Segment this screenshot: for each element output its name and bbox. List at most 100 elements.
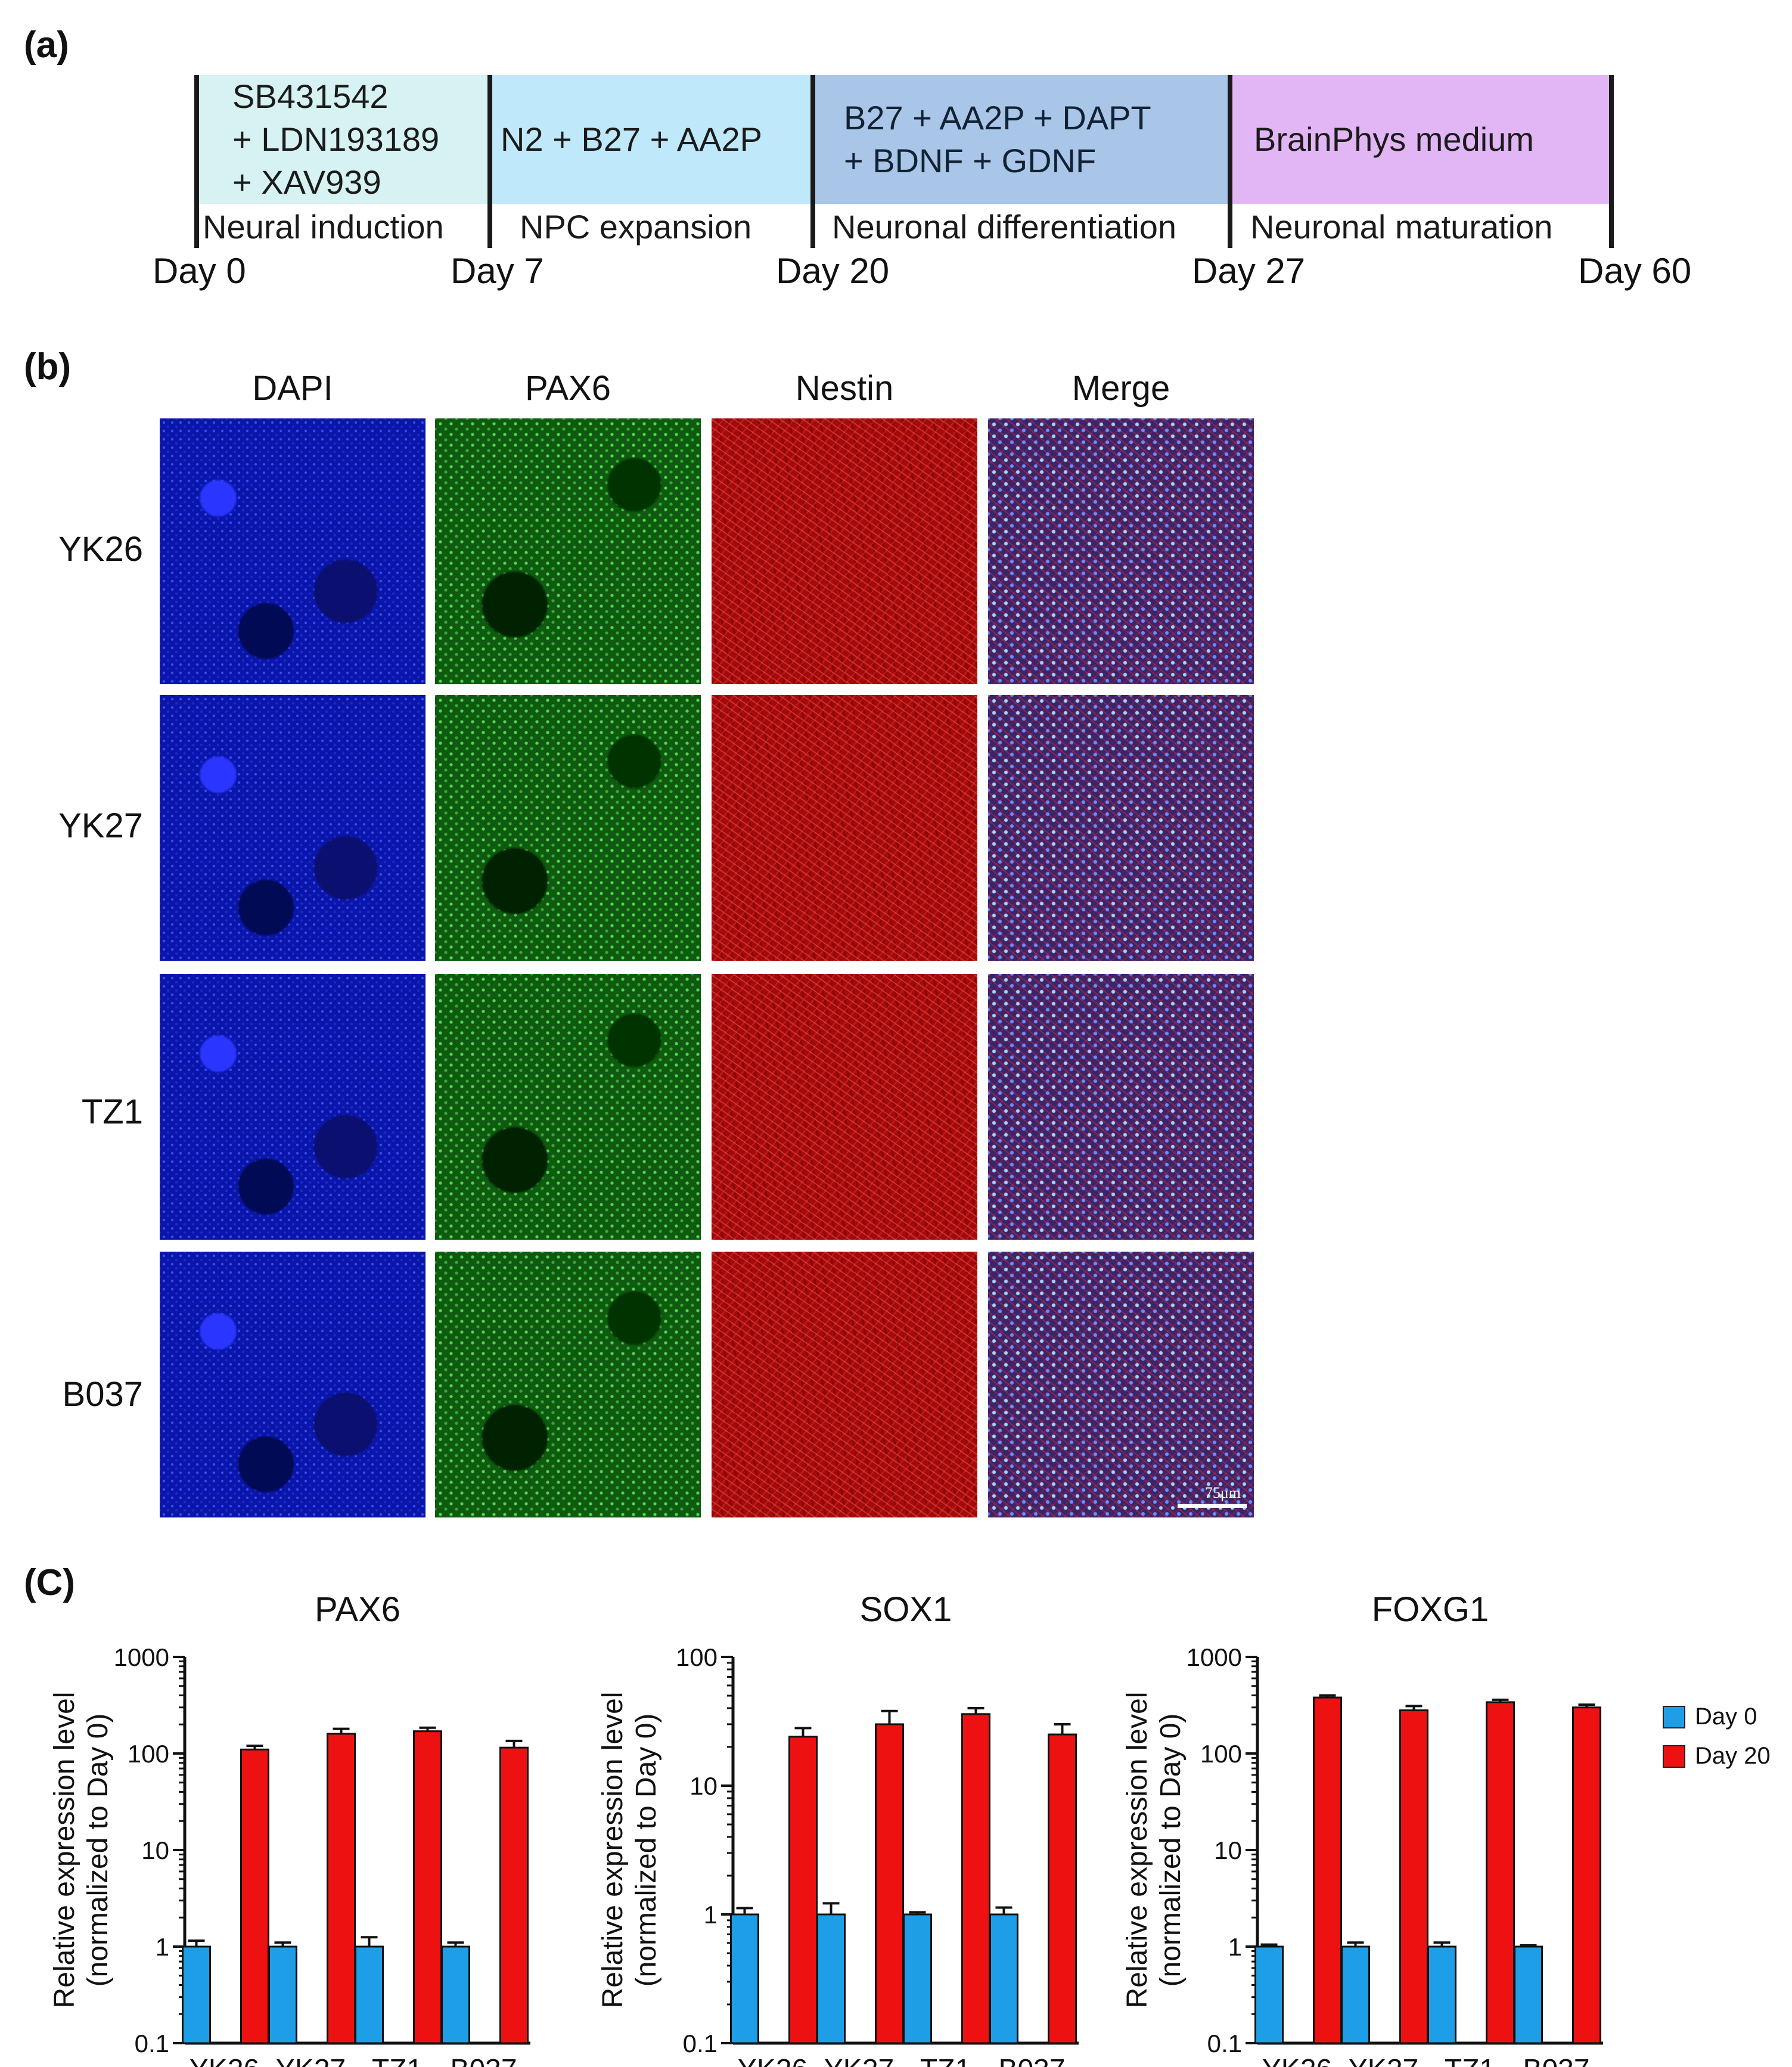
bar-day-0 [903, 1913, 932, 2044]
panel-label-a: (a) [24, 24, 69, 66]
bar-day-20 [413, 1730, 442, 2044]
stage-neural-induction: SB431542 + LDN193189 + XAV939 [195, 75, 490, 204]
bar-day-20 [1399, 1709, 1428, 2044]
legend-swatch [1663, 1705, 1685, 1728]
image-b037-dapi [160, 1252, 426, 1517]
stage-medium: SB431542 + LDN193189 + XAV939 [232, 77, 440, 201]
stage-name: Neuronal differentiation [832, 208, 1177, 246]
bar-day-20 [1486, 1701, 1515, 2044]
bar-day-20 [875, 1723, 904, 2044]
x-tick-label: YK26 [738, 2054, 808, 2067]
stage-medium: N2 + B27 + AA2P [501, 120, 762, 158]
y-tick-label: 1000 [1187, 1643, 1242, 1671]
x-tick-label: TZ1 [372, 2054, 423, 2067]
bar-day-0 [355, 1945, 384, 2044]
bar-day-20 [788, 1736, 818, 2044]
chart-title: SOX1 [860, 1590, 952, 1629]
y-axis-label: Relative expression level [49, 1692, 80, 2009]
y-tick-label: 0.1 [683, 2029, 718, 2057]
bar-day-20 [327, 1733, 356, 2044]
microscopy-panel: (b) DAPI PAX6 Nestin Merge YK26 YK27 TZ1… [0, 334, 1792, 1532]
bar-day-0 [1254, 1945, 1284, 2044]
protocol-timeline: (a) SB431542 + LDN193189 + XAV939 N2 + B… [0, 0, 1792, 310]
image-tz1-merge [988, 974, 1254, 1240]
bar-day-0 [816, 1913, 846, 2044]
x-tick-label: B037 [1523, 2054, 1589, 2067]
y-tick-label: 100 [1200, 1740, 1242, 1768]
row-label-yk27: YK27 [58, 806, 143, 845]
image-yk27-pax6 [435, 695, 701, 961]
y-tick-label: 0.1 [1207, 2029, 1242, 2057]
chart-title: FOXG1 [1372, 1590, 1489, 1629]
y-tick-label: 10 [690, 1772, 718, 1800]
bar-day-20 [961, 1713, 990, 2044]
x-tick-label: YK26 [1262, 2054, 1332, 2067]
x-tick-label: YK27 [276, 2054, 346, 2067]
y-tick-label: 1 [704, 1901, 718, 1929]
x-tick-label: YK27 [1349, 2054, 1418, 2067]
expression-charts: (C) PAX6 Relative expression level (normal… [0, 1562, 1792, 2067]
y-tick-label: 1 [156, 1933, 169, 1961]
stage-medium: B27 + AA2P + DAPT + BDNF + GDNF [844, 99, 1151, 179]
y-axis-label: (normalized to Day 0) [631, 1714, 662, 1987]
column-header-merge: Merge [1072, 369, 1170, 408]
stage-medium: BrainPhys medium [1254, 120, 1534, 158]
chart-title: PAX6 [315, 1590, 400, 1629]
day-label: Day 0 [153, 251, 246, 291]
stage-name: Neural induction [203, 208, 444, 246]
scale-bar-label: 75μm [1204, 1484, 1241, 1501]
bar-day-0 [1514, 1945, 1543, 2044]
bar-day-0 [182, 1945, 211, 2044]
image-yk27-merge [988, 695, 1254, 961]
y-axis-label: (normalized to Day 0) [82, 1714, 114, 1987]
image-yk27-dapi [160, 695, 426, 961]
stage-name: Neuronal maturation [1250, 208, 1553, 246]
x-tick-label: TZ1 [920, 2054, 971, 2067]
stage-npc-expansion: N2 + B27 + AA2P [490, 75, 813, 204]
image-yk26-dapi [160, 418, 426, 684]
legend-label: Day 0 [1695, 1703, 1757, 1730]
y-tick-label: 0.1 [135, 2029, 169, 2057]
bar-day-20 [499, 1746, 529, 2044]
column-header-pax6: PAX6 [524, 369, 611, 408]
timeline-tick [1228, 75, 1232, 248]
image-yk26-nestin [712, 418, 977, 684]
image-tz1-dapi [160, 974, 426, 1240]
stage-neuronal-maturation: BrainPhys medium [1230, 75, 1611, 204]
image-b037-merge: 75μm [988, 1252, 1254, 1517]
image-yk26-pax6 [435, 418, 701, 684]
chart-foxg1: FOXG1 Relative expression level (normalize… [1122, 1590, 1603, 2067]
image-tz1-nestin [712, 974, 977, 1240]
stage-neuronal-differentiation: B27 + AA2P + DAPT + BDNF + GDNF [813, 75, 1230, 204]
chart-pax6: PAX6 Relative expression level (normalized… [49, 1590, 530, 2067]
panel-label-c: (C) [24, 1562, 76, 1603]
legend-item-day20: Day 20 [1663, 1743, 1771, 1770]
y-tick-label: 10 [1214, 1836, 1242, 1864]
image-yk26-merge [988, 418, 1254, 684]
y-tick-label: 100 [128, 1740, 169, 1768]
timeline-tick [810, 75, 815, 248]
day-label: Day 20 [776, 251, 890, 291]
legend-swatch [1663, 1745, 1685, 1768]
bar-day-20 [1313, 1696, 1342, 2044]
bar-day-0 [989, 1913, 1018, 2044]
x-tick-label: YK27 [824, 2054, 894, 2067]
chart-sox1: SOX1 Relative expression level (normalized… [597, 1590, 1079, 2067]
bar-day-0 [1341, 1945, 1370, 2044]
bar-day-0 [730, 1913, 759, 2044]
y-axis-label: (normalized to Day 0) [1155, 1714, 1187, 1987]
legend-label: Day 20 [1695, 1743, 1771, 1769]
timeline-tick [487, 75, 492, 248]
stage-name: NPC expansion [520, 208, 752, 246]
day-label: Day 7 [451, 251, 544, 291]
day-label: Day 27 [1192, 251, 1306, 291]
y-axis-label: Relative expression level [1122, 1692, 1153, 2009]
x-tick-label: YK26 [190, 2054, 259, 2067]
x-tick-label: B037 [450, 2054, 517, 2067]
row-label-tz1: TZ1 [81, 1093, 143, 1131]
image-tz1-pax6 [435, 974, 701, 1240]
y-tick-label: 10 [141, 1836, 169, 1864]
y-tick-label: 1 [1228, 1933, 1242, 1961]
bar-day-20 [1572, 1706, 1601, 2044]
y-tick-label: 1000 [114, 1643, 169, 1671]
